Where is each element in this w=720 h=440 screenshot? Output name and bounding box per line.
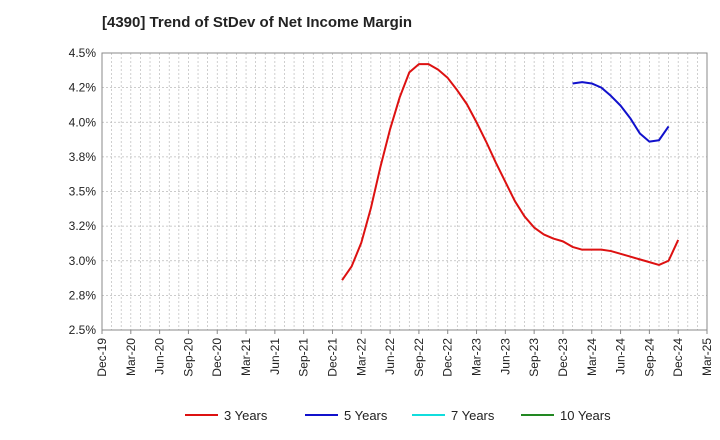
grid-layer [101, 52, 708, 331]
legend-label: 3 Years [224, 408, 268, 423]
x-tick-label: Jun-21 [268, 338, 282, 375]
x-tick-label: Dec-24 [671, 338, 685, 377]
y-tick-label: 3.0% [69, 254, 97, 268]
legend: 3 Years 5 Years 7 Years 10 Years [185, 408, 611, 423]
y-tick-label: 3.2% [69, 219, 97, 233]
y-tick-label: 2.5% [69, 323, 97, 337]
plot-frame [101, 52, 708, 331]
x-tick-label: Sep-21 [297, 338, 311, 377]
series-line-3-years [341, 63, 680, 281]
x-tick-label: Mar-20 [124, 338, 138, 376]
chart-title: [4390] Trend of StDev of Net Income Marg… [102, 14, 413, 31]
x-tick-label: Mar-21 [239, 338, 253, 376]
series-line-5-years [572, 81, 670, 143]
x-tick-label: Dec-22 [441, 338, 455, 377]
x-tick-label: Sep-23 [527, 338, 541, 377]
x-tick-label: Jun-22 [383, 338, 397, 375]
y-tick-label: 4.2% [69, 81, 97, 95]
x-tick-label: Sep-22 [412, 338, 426, 377]
legend-label: 7 Years [451, 408, 495, 423]
x-tick-label: Sep-24 [642, 338, 656, 377]
y-tick-label: 2.8% [69, 288, 97, 302]
legend-label: 5 Years [344, 408, 388, 423]
x-tick-label: Mar-22 [354, 338, 368, 376]
x-tick-label: Mar-23 [470, 338, 484, 376]
x-tick-label: Dec-23 [556, 338, 570, 377]
x-tick-label: Sep-20 [181, 338, 195, 377]
y-tick-label: 4.0% [69, 115, 97, 129]
x-tick-label: Dec-21 [325, 338, 339, 377]
x-tick-label: Mar-24 [585, 338, 599, 376]
x-tick-label: Jun-20 [153, 338, 167, 375]
y-tick-label: 3.8% [69, 150, 97, 164]
x-tick-label: Dec-20 [210, 338, 224, 377]
y-axis: 2.5% 2.8% 3.0% 3.2% 3.5% 3.8% 4.0% 4.2% 4.5% [69, 46, 97, 337]
x-axis: Dec-19 Mar-20 Jun-20 Sep-20 Dec-20 Mar-21 Jun-… [95, 330, 714, 377]
y-tick-label: 4.5% [69, 46, 97, 60]
y-tick-label: 3.5% [69, 185, 97, 199]
x-tick-label: Dec-19 [95, 338, 109, 377]
x-tick-label: Jun-24 [614, 338, 628, 375]
series-layer [341, 63, 680, 281]
x-tick-label: Mar-25 [700, 338, 714, 376]
legend-label: 10 Years [560, 408, 611, 423]
x-tick-label: Jun-23 [498, 338, 512, 375]
